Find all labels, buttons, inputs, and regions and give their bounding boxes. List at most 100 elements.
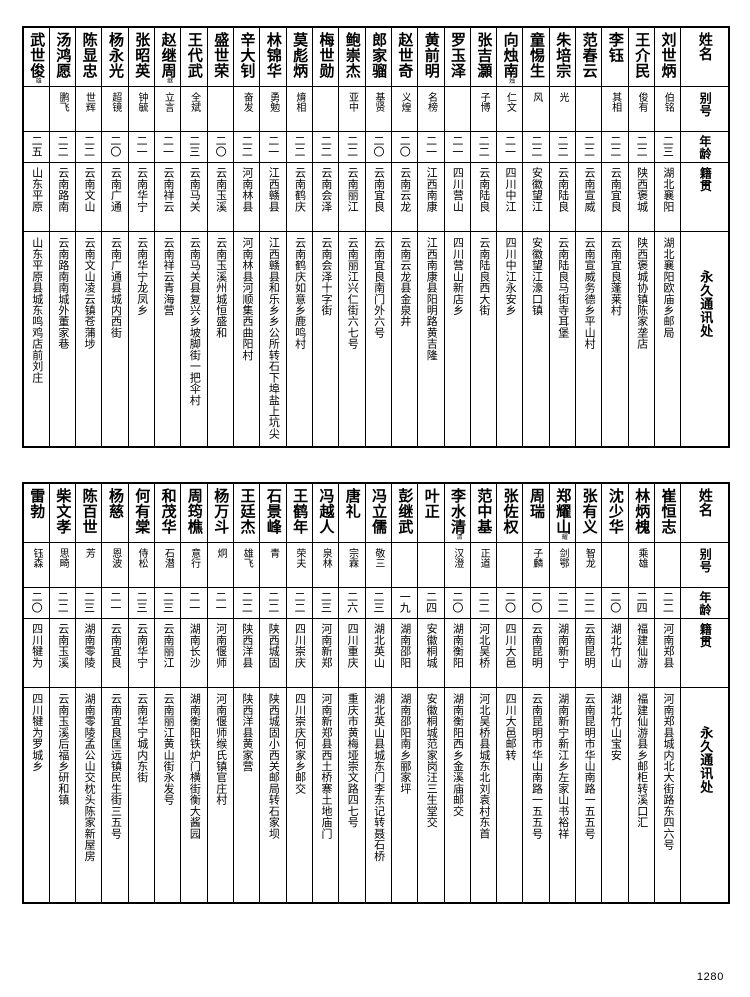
cell-name: 王介民 xyxy=(627,26,656,87)
native-text: 云南宜良 xyxy=(609,166,623,212)
name-text: 和茂华 xyxy=(159,487,178,534)
name-text: 盛世荣 xyxy=(212,32,231,78)
cell-name: 陈百世 xyxy=(75,482,103,543)
page-folio: 1280 xyxy=(696,971,724,983)
address-text: 云南宜良蓬莱村 xyxy=(609,236,623,316)
cell-native: 云南宜良 xyxy=(601,161,629,232)
address-text: 河北吴桥县城东北刘袁村东首 xyxy=(477,692,491,839)
cell-native: 河南偃师 xyxy=(206,617,235,688)
name-text: 沈少华 xyxy=(606,487,625,534)
cell-name: 梅世勋 xyxy=(311,26,340,87)
cell-address: 湖南邵阳南乡郦家坪 xyxy=(390,686,419,904)
native-text: 云南路南 xyxy=(56,166,70,212)
cell-alias: 焴相 xyxy=(285,85,313,132)
cell-name: 赵继周继 xyxy=(154,26,182,87)
age-text: 二二 xyxy=(293,134,307,157)
cell-age: 二三 xyxy=(653,130,682,163)
native-text: 山东平原 xyxy=(30,166,44,212)
cell-alias: 世辉 xyxy=(75,85,103,132)
alias-text: 超镜 xyxy=(109,91,121,113)
cell-name: 崔恒志 xyxy=(653,482,682,543)
cell-alias: 智龙 xyxy=(575,541,603,588)
cell-address: 云南陆良马街寺耳堡 xyxy=(548,230,577,448)
name-annotation: 雄 xyxy=(34,77,42,84)
cell-address: 云南宜良匡远镇民生街三五号 xyxy=(101,686,129,904)
cell-alias: 鹏飞 xyxy=(48,85,77,132)
age-text: 二一 xyxy=(503,134,517,157)
cell-alias: 立言 xyxy=(154,85,182,132)
age-text: 二三 xyxy=(371,590,385,613)
name-text: 李钰 xyxy=(606,32,625,63)
alias-text: 思畸 xyxy=(57,547,69,569)
age-text: 二一 xyxy=(214,590,228,613)
cell-native: 江西赣县 xyxy=(259,161,287,232)
cell-name: 冯越人 xyxy=(311,482,340,543)
address-text: 云南文山凌云镇苍蒲埗 xyxy=(83,236,97,350)
cell-address: 江西赣县和乐乡乡公所转石下埠盐上坑尖 xyxy=(259,230,287,448)
cell-name: 王代武 xyxy=(180,26,208,87)
alias-text: 基贤 xyxy=(372,91,384,113)
cell-name: 莫彪炳 xyxy=(285,26,313,87)
name-text: 张昭英 xyxy=(133,32,152,78)
age-text: 二〇 xyxy=(608,590,622,613)
cell-native: 四川中江 xyxy=(496,161,524,232)
native-text: 湖南衡阳 xyxy=(451,622,465,668)
cell-native: 河南新郑 xyxy=(311,617,340,688)
name-text: 鲍崇杰 xyxy=(343,32,362,78)
row-address-upper: 山东平原县城东鸣鸡店前刘庄 云南路南南城外董家巷 云南文山凌云镇苍蒲埗 云南广通县城内… xyxy=(22,230,730,448)
alias-text: 光 xyxy=(557,91,568,103)
alias-text: 伯铭 xyxy=(662,91,674,113)
name-text: 何有棠 xyxy=(133,487,152,534)
cell-address: 陕西洋县黄家营 xyxy=(232,686,261,904)
alias-text: 立言 xyxy=(162,91,174,113)
cell-name: 彭继武 xyxy=(390,482,419,543)
name-text: 赵世奇 xyxy=(396,32,415,78)
cell-alias: 义煌 xyxy=(390,85,419,132)
name-annotation: 清 xyxy=(455,533,463,540)
native-text: 云南陆良 xyxy=(556,166,570,212)
cell-age: 二二 xyxy=(548,130,577,163)
table-separator xyxy=(22,448,728,482)
row-name-lower: 雷勃 柴文孝 陈百世 杨慈 何有棠 和茂华 周筠樵 杨万斗 王廷杰 石景峰 王鹤年 冯越人 唐礼 冯立儒彭… xyxy=(22,482,730,543)
cell-address: 云南宜良蓬莱村 xyxy=(601,230,629,448)
cell-native: 湖南新宁 xyxy=(548,617,577,688)
cell-address: 云南会泽十字街 xyxy=(311,230,340,448)
native-text: 福建仙游 xyxy=(635,622,649,668)
name-text: 唐礼 xyxy=(343,487,362,519)
cell-age: 二二 xyxy=(259,586,287,619)
name-text: 罗玉泽 xyxy=(449,32,468,78)
native-text: 河南林县 xyxy=(240,166,254,212)
cell-address: 四川大邑邮转 xyxy=(496,686,524,904)
cell-alias xyxy=(390,541,419,588)
cell-native: 云南昆明 xyxy=(522,617,550,688)
address-text: 云南陆良马街寺耳堡 xyxy=(556,236,570,338)
native-text: 安徽望江 xyxy=(530,166,544,212)
name-text: 梅世勋 xyxy=(317,32,336,78)
age-text: 二三 xyxy=(661,134,675,157)
native-text: 云南宜良 xyxy=(372,166,386,212)
cell-name: 武世俊雄 xyxy=(22,26,50,87)
cell-age: 二〇 xyxy=(522,586,550,619)
alias-text: 钟毓 xyxy=(136,91,147,113)
cell-alias: 宗霖 xyxy=(338,541,366,588)
cell-address: 云南昆明市华山南路一五五号 xyxy=(522,686,550,904)
native-text: 河北吴桥 xyxy=(477,622,491,668)
cell-address: 湖南衡阳铁炉门横街衡大酱园 xyxy=(180,686,208,904)
row-age-upper: 二五 二二 二二 二〇 二一 二一 二三 二〇 二二 二一 二二 二二 二二 二〇 二〇 二一 二一 二二 二一 二二… xyxy=(22,130,730,163)
cell-age: 二〇 xyxy=(390,130,419,163)
cell-name: 向烛南烛 xyxy=(496,26,524,87)
cell-age: 二二 xyxy=(338,130,366,163)
cell-alias xyxy=(496,541,524,588)
cell-age: 二〇 xyxy=(496,586,524,619)
address-text: 云南丽江兴仁街六七号 xyxy=(346,236,360,350)
native-text: 河南偃师 xyxy=(214,622,228,668)
cell-age: 二一 xyxy=(443,130,471,163)
address-text: 福建仙游县乡邮柜转溪口汇 xyxy=(635,692,649,828)
native-text: 湖南新宁 xyxy=(556,622,570,668)
cell-age: 二五 xyxy=(22,130,50,163)
address-text: 云南路南南城外董家巷 xyxy=(56,236,70,350)
cell-address: 云南丽江兴仁街六七号 xyxy=(338,230,366,448)
cell-native: 云南昆明 xyxy=(575,617,603,688)
row-label-text: 年龄 xyxy=(697,134,712,160)
cell-alias: 剑鄂 xyxy=(548,541,577,588)
